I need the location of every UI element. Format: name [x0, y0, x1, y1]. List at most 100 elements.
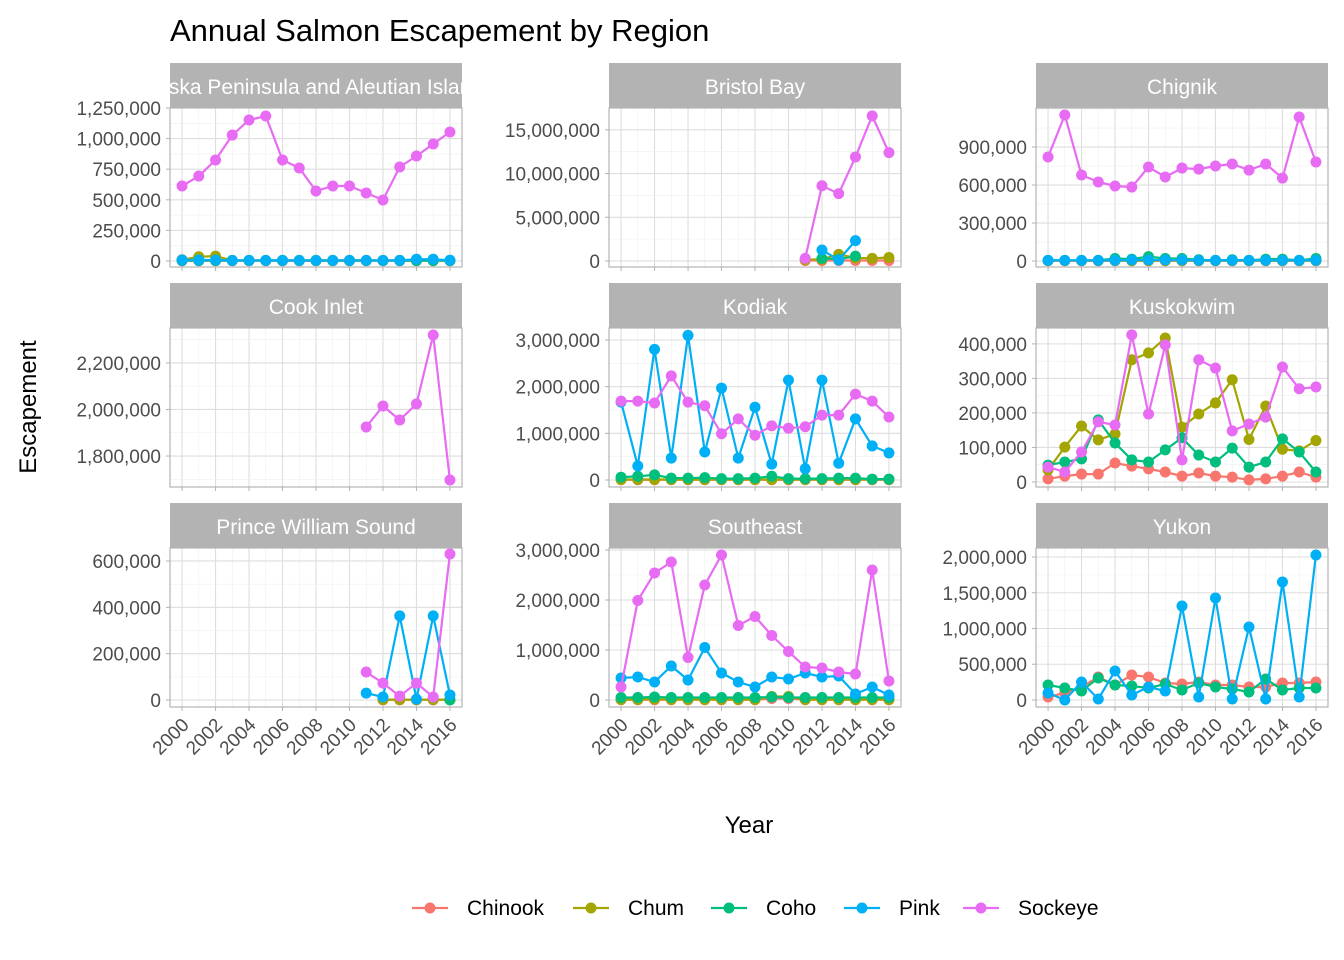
data-point-pink [1209, 254, 1221, 266]
series-line-sockeye [804, 113, 890, 259]
data-point-sockeye [632, 595, 644, 606]
panel-border [1035, 327, 1329, 488]
data-point-pink [360, 254, 372, 266]
data-point-coho [615, 471, 627, 483]
data-point-pink [427, 253, 439, 265]
data-point-coho [766, 470, 778, 482]
data-point-coho [1109, 679, 1121, 691]
data-point-chinook [1226, 471, 1238, 483]
data-point-sockeye [427, 138, 439, 150]
legend-label: Sockeye [1018, 897, 1099, 920]
y-tick-label: 250,000 [92, 221, 161, 242]
data-point-sockeye [716, 428, 728, 440]
data-point-coho [749, 472, 761, 484]
data-point-sockeye [766, 630, 778, 641]
data-point-coho [1209, 456, 1221, 468]
data-point-chum [1310, 435, 1322, 447]
data-point-coho [883, 473, 895, 485]
x-tick-label: 2016 [417, 715, 462, 760]
facet-strip [609, 503, 901, 548]
data-point-pink [665, 660, 677, 672]
data-point-coho [665, 472, 677, 484]
data-point-pink [816, 244, 828, 256]
data-point-chinook [1092, 468, 1104, 480]
data-point-sockeye [665, 556, 677, 568]
data-point-sockeye [1276, 172, 1288, 184]
data-point-pink [866, 440, 878, 452]
facet-strip-label: Yukon [1153, 516, 1211, 539]
y-tick-label: 900,000 [958, 138, 1027, 159]
data-point-sockeye [1293, 383, 1305, 395]
data-point-coho [1143, 456, 1155, 468]
x-tick-label: 2012 [350, 715, 395, 760]
data-point-pink [343, 254, 355, 266]
y-tick-label: 1,800,000 [76, 447, 161, 468]
data-point-coho [1310, 466, 1322, 478]
data-point-sockeye [1243, 164, 1255, 176]
data-point-sockeye [1042, 151, 1054, 163]
data-point-pink [1226, 693, 1238, 705]
data-point-sockeye [1226, 158, 1238, 170]
data-point-coho [833, 692, 845, 703]
data-point-pink [833, 457, 845, 469]
panel-border [169, 107, 463, 268]
data-point-pink [799, 463, 811, 475]
data-point-sockeye [1109, 419, 1121, 431]
data-point-sockeye [243, 114, 255, 126]
data-point-sockeye [1293, 111, 1305, 123]
data-point-chum [866, 252, 878, 264]
data-point-sockeye [277, 154, 289, 166]
data-point-chinook [1159, 466, 1171, 478]
data-point-sockeye [866, 110, 878, 122]
facet-panel: Bristol Bay 0 5,000,000 10,000,000 15,000,00… [505, 63, 902, 273]
x-tick-label: 2008 [1149, 715, 1194, 760]
data-point-sockeye [1159, 171, 1171, 183]
panel-border [169, 327, 463, 488]
data-point-sockeye [883, 675, 895, 687]
y-tick-label: 400,000 [92, 598, 161, 619]
data-point-pink [327, 254, 339, 266]
x-tick-label: 2004 [655, 714, 700, 759]
data-point-sockeye [649, 567, 661, 579]
data-point-sockeye [1042, 461, 1054, 473]
data-point-pink [632, 671, 644, 683]
data-point-sockeye [1260, 411, 1272, 423]
data-point-sockeye [833, 409, 845, 421]
data-point-sockeye [749, 611, 761, 622]
y-tick-label: 2,200,000 [76, 354, 161, 375]
data-point-coho [816, 473, 828, 485]
data-point-sockeye [849, 388, 861, 400]
data-point-sockeye [883, 411, 895, 423]
data-point-sockeye [444, 126, 456, 138]
data-point-pink [1176, 600, 1188, 612]
x-tick-label: 2014 [822, 714, 867, 759]
data-point-pink [427, 610, 439, 622]
data-point-coho [1076, 685, 1088, 697]
data-point-pink [277, 254, 289, 266]
data-point-sockeye [632, 395, 644, 407]
y-tick-label: 0 [1016, 252, 1027, 273]
data-point-coho [615, 692, 627, 703]
series-group [360, 548, 456, 706]
data-point-sockeye [799, 421, 811, 433]
data-point-pink [766, 671, 778, 683]
data-point-sockeye [176, 180, 188, 192]
data-point-pink [632, 460, 644, 472]
data-point-sockeye [1176, 454, 1188, 466]
data-point-pink [699, 446, 711, 458]
data-point-sockeye [1143, 408, 1155, 420]
data-point-coho [1260, 456, 1272, 468]
data-point-pink [1193, 691, 1205, 703]
data-point-pink [1126, 254, 1138, 266]
data-point-sockeye [1126, 181, 1138, 193]
facet-strip-label: Kodiak [723, 296, 788, 319]
data-point-pink [394, 254, 406, 266]
data-point-sockeye [343, 180, 355, 192]
legend-item-pink: Pink [844, 897, 940, 920]
data-point-coho [1226, 442, 1238, 454]
y-tick-label: 0 [589, 252, 600, 273]
facet-panel: Southeast 0 1,000,000 2,000,000 3,000,000 200… [515, 503, 902, 759]
series-group [1042, 329, 1322, 486]
data-point-chum [1226, 374, 1238, 386]
y-tick-label: 200,000 [958, 404, 1027, 425]
